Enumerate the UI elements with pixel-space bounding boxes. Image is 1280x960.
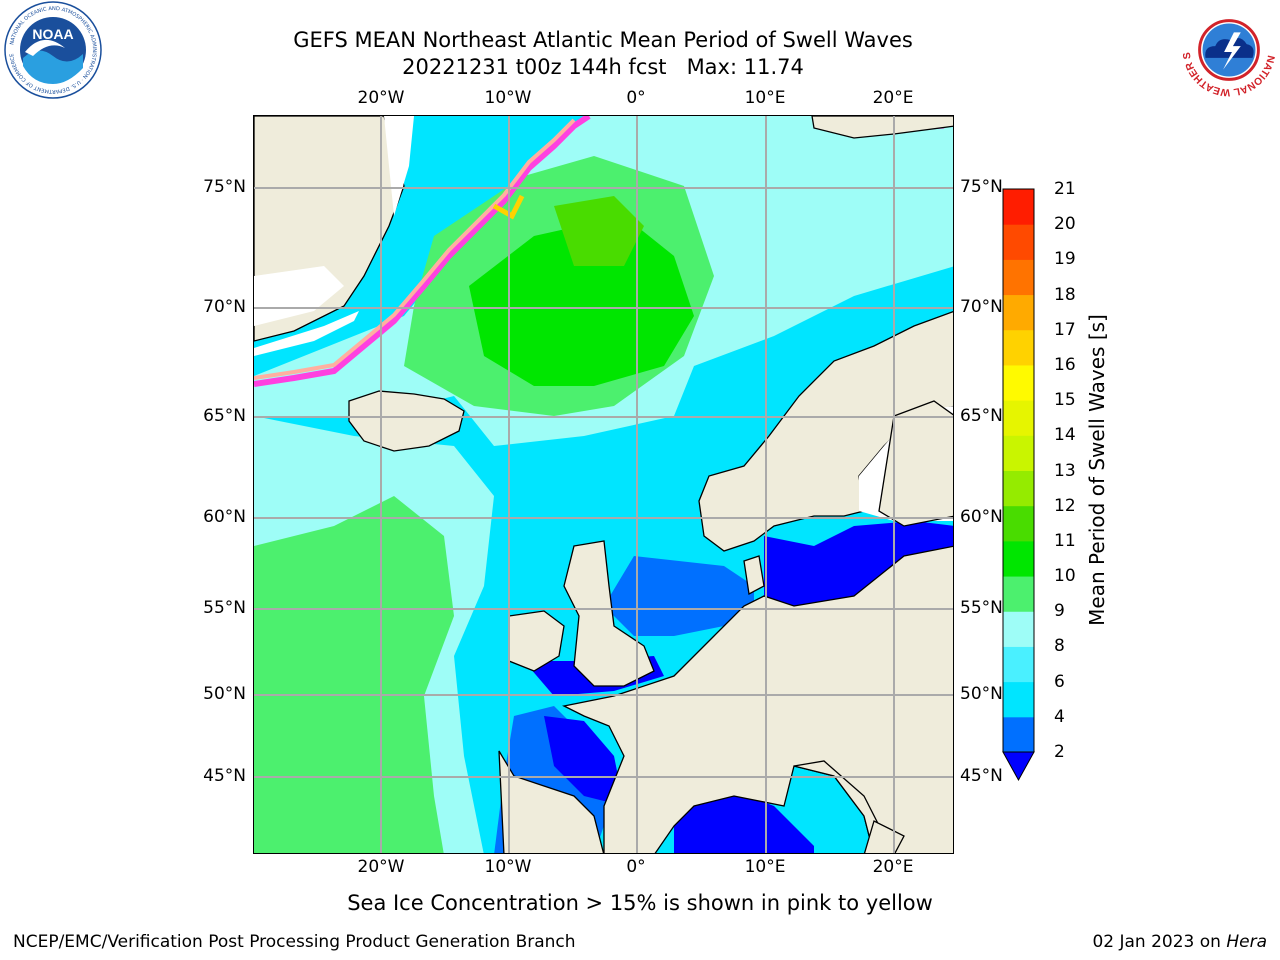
lat-tick-right: 65°N — [960, 406, 1003, 426]
colorbar-segment — [1003, 646, 1034, 683]
colorbar-tick-label: 4 — [1054, 706, 1065, 727]
colorbar-tick-label: 17 — [1054, 319, 1076, 340]
sea-ice-note: Sea Ice Concentration > 15% is shown in … — [347, 891, 933, 915]
graticule — [254, 116, 953, 853]
lon-tick-top: 0° — [626, 88, 646, 108]
footer-host: Hera — [1226, 932, 1267, 952]
colorbar-tick-label: 13 — [1054, 460, 1076, 481]
map-subtitle: 20221231 t00z 144h fcst Max: 11.74 — [402, 55, 804, 79]
field-2-4s-north-sea — [604, 556, 754, 636]
lon-tick-top: 10°W — [484, 88, 532, 108]
lat-tick-left: 65°N — [203, 406, 246, 426]
noaa-logo-graphic: NOAA NATIONAL OCEANIC AND ATMOSPHERIC AD… — [4, 1, 102, 99]
colorbar-segment — [1003, 470, 1034, 507]
colorbar-extend-arrow — [1002, 751, 1035, 782]
land-denmark — [743, 555, 765, 596]
colorbar-tick-label: 18 — [1054, 284, 1076, 305]
colorbar-tick-label: 15 — [1054, 390, 1076, 411]
lon-tick-top: 20°E — [872, 88, 914, 108]
footer-date: 02 Jan 2023 on — [1092, 932, 1227, 952]
noaa-logo-text: NOAA — [32, 26, 73, 42]
colorbar-tick-label: 19 — [1054, 249, 1076, 270]
field-11-12s — [554, 196, 644, 266]
lat-tick-right: 70°N — [960, 297, 1003, 317]
colorbar-segment — [1003, 681, 1034, 718]
colorbar — [1002, 188, 1035, 782]
field-9-10s-west — [254, 496, 454, 853]
footer-credit: NCEP/EMC/Verification Post Processing Pr… — [13, 932, 576, 952]
colorbar-segment — [1003, 364, 1034, 401]
noaa-logo: NOAA NATIONAL OCEANIC AND ATMOSPHERIC AD… — [3, 0, 103, 100]
colorbar-tick-label: 11 — [1054, 530, 1076, 551]
colorbar-segment — [1003, 189, 1034, 225]
colorbar-segment — [1003, 224, 1034, 260]
colorbar-segment — [1003, 716, 1034, 753]
lat-tick-right: 45°N — [960, 766, 1003, 786]
lat-tick-right: 75°N — [960, 177, 1003, 197]
colorbar-tick-label: 10 — [1054, 566, 1076, 587]
swell-period-map — [253, 115, 954, 854]
lat-tick-right: 55°N — [960, 598, 1003, 618]
colorbar-segment — [1003, 435, 1034, 471]
colorbar-segment — [1003, 329, 1034, 366]
colorbar-segment — [1003, 294, 1034, 331]
colorbar-segment — [1003, 540, 1034, 577]
colorbar-tick-label: 12 — [1054, 495, 1076, 516]
colorbar-tick-label: 14 — [1054, 425, 1076, 446]
colorbar-segment — [1003, 505, 1034, 542]
colorbar-tick-label: 8 — [1054, 636, 1065, 657]
lat-tick-left: 70°N — [203, 297, 246, 317]
lat-tick-right: 60°N — [960, 507, 1003, 527]
land-italy — [793, 760, 894, 853]
map-canvas — [254, 116, 953, 853]
footer-timestamp: 02 Jan 2023 on Hera — [1092, 932, 1267, 952]
colorbar-segment — [1003, 400, 1034, 436]
lat-tick-left: 50°N — [203, 684, 246, 704]
colorbar-title: Mean Period of Swell Waves [s] — [1085, 314, 1109, 626]
lon-tick-bottom: 10°W — [484, 857, 532, 877]
lat-tick-left: 75°N — [203, 177, 246, 197]
colorbar-segment — [1003, 576, 1034, 612]
lon-tick-top: 20°W — [357, 88, 405, 108]
colorbar-tick-label: 16 — [1054, 354, 1076, 375]
ice-interior — [254, 311, 359, 356]
lon-tick-bottom: 0° — [626, 857, 646, 877]
lat-tick-left: 45°N — [203, 766, 246, 786]
colorbar-segment — [1003, 259, 1034, 296]
lon-tick-bottom: 10°E — [744, 857, 786, 877]
lat-tick-left: 60°N — [203, 507, 246, 527]
lat-tick-right: 50°N — [960, 684, 1003, 704]
colorbar-segment — [1003, 611, 1034, 647]
colorbar-tick-label: 20 — [1054, 214, 1076, 235]
nws-logo: NATIONAL WEATHER SERVICE — [1176, 0, 1278, 99]
lat-tick-left: 55°N — [203, 598, 246, 618]
colorbar-tick-label: 21 — [1054, 179, 1076, 199]
map-title: GEFS MEAN Northeast Atlantic Mean Period… — [293, 28, 913, 52]
lon-tick-bottom: 20°E — [872, 857, 914, 877]
land-finland — [878, 400, 953, 527]
colorbar-tick-label: 6 — [1054, 671, 1065, 692]
colorbar-tick-label: 2 — [1054, 742, 1065, 762]
lon-tick-top: 10°E — [744, 88, 786, 108]
land-great-britain — [563, 540, 655, 687]
lon-tick-bottom: 20°W — [357, 857, 405, 877]
colorbar-outline — [1002, 188, 1035, 753]
colorbar-tick-label: 9 — [1054, 601, 1065, 622]
nws-logo-graphic: NATIONAL WEATHER SERVICE — [1176, 0, 1277, 97]
field-below-2s-biscay — [544, 716, 624, 806]
swell-field — [254, 116, 953, 853]
land-iceland — [348, 390, 465, 452]
